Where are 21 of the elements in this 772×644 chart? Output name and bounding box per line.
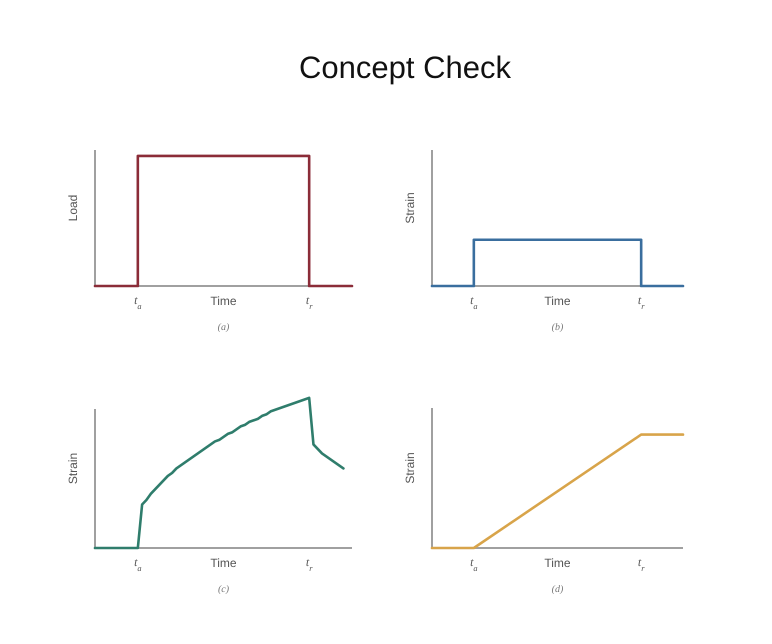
text: (d): [552, 584, 564, 595]
x-tick-label: t$_{r}$: [306, 293, 314, 310]
x-tick-label: t$_{r}$: [638, 555, 646, 572]
text: (a): [218, 322, 230, 333]
x-axis-title: Time: [210, 294, 237, 308]
x-tick-label: t$_{a}$: [470, 555, 478, 572]
chart-title: Concept Check: [299, 50, 512, 85]
x-axis-title: Time: [210, 556, 237, 570]
y-axis-title: Strain: [66, 452, 80, 484]
x-tick-label: t$_{r}$: [638, 293, 646, 310]
text: (b): [552, 322, 564, 333]
x-axis-title: Time: [544, 294, 571, 308]
y-axis-title: Load: [66, 194, 80, 222]
x-tick-label: t$_{a}$: [134, 293, 142, 310]
y-axis-title: Strain: [403, 452, 418, 484]
x-tick-label: t$_{r}$: [306, 555, 314, 572]
x-tick-label: t$_{a}$: [134, 555, 142, 572]
y-axis-title: Strain: [403, 192, 418, 224]
text: (c): [218, 584, 230, 595]
x-tick-label: t$_{a}$: [470, 293, 478, 310]
x-axis-title: Time: [544, 556, 571, 570]
